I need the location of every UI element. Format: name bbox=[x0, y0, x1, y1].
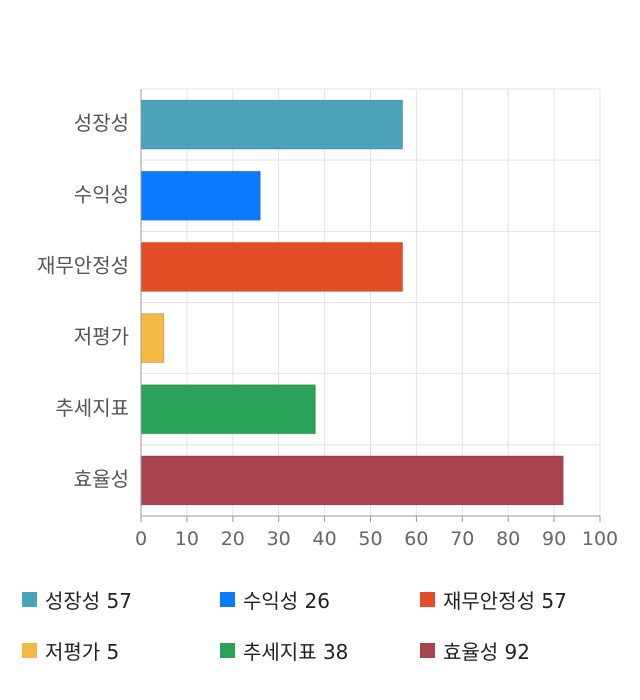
x-tick-label: 30 bbox=[267, 528, 291, 550]
x-tick-label: 50 bbox=[358, 528, 382, 550]
legend-item-trend: 추세지표 38 bbox=[220, 638, 349, 664]
category-label: 추세지표 bbox=[55, 396, 129, 420]
category-label: 재무안정성 bbox=[37, 253, 129, 277]
grid bbox=[140, 88, 601, 517]
legend-label: 효율성 92 bbox=[443, 639, 531, 664]
legend-item-efficiency: 효율성 92 bbox=[420, 638, 531, 664]
x-tick-label: 40 bbox=[313, 528, 337, 550]
legend-swatch bbox=[420, 591, 435, 607]
legend-item-stability: 재무안정성 57 bbox=[420, 587, 567, 613]
legend-item-growth: 성장성 57 bbox=[22, 587, 133, 613]
legend-label: 성장성 57 bbox=[45, 588, 133, 613]
legend-label: 추세지표 38 bbox=[243, 639, 349, 664]
bar-1 bbox=[140, 170, 261, 221]
legend-label: 저평가 5 bbox=[45, 639, 120, 664]
x-tick-label: 90 bbox=[542, 528, 566, 550]
legend-label: 재무안정성 57 bbox=[443, 588, 567, 613]
x-tick-labels: 0 10 20 30 40 50 60 70 80 90 100 bbox=[135, 528, 618, 550]
x-tick-label: 60 bbox=[404, 528, 428, 550]
legend-label: 수익성 26 bbox=[243, 588, 331, 613]
bar-2 bbox=[140, 241, 404, 292]
bar-5 bbox=[140, 455, 564, 506]
x-tick-label: 100 bbox=[582, 528, 618, 550]
category-label: 효율성 bbox=[74, 467, 129, 491]
legend-swatch bbox=[22, 591, 37, 607]
legend-swatch bbox=[420, 642, 435, 658]
x-tick-label: 80 bbox=[496, 528, 520, 550]
legend-item-profitability: 수익성 26 bbox=[220, 587, 331, 613]
bar-0 bbox=[140, 99, 404, 150]
legend-item-undervalued: 저평가 5 bbox=[22, 638, 120, 664]
bars bbox=[140, 99, 564, 506]
category-label: 성장성 bbox=[74, 111, 129, 135]
x-tick-label: 0 bbox=[135, 528, 147, 550]
legend: 성장성 57 수익성 26 재무안정성 57 저평가 5 추세지표 38 효율성… bbox=[0, 580, 640, 680]
bar-4 bbox=[140, 384, 316, 435]
x-tick-label: 70 bbox=[450, 528, 474, 550]
category-label: 수익성 bbox=[74, 182, 129, 206]
category-label: 저평가 bbox=[74, 325, 129, 349]
x-tick-label: 10 bbox=[175, 528, 199, 550]
x-tick-label: 20 bbox=[221, 528, 245, 550]
axes bbox=[140, 89, 601, 522]
legend-swatch bbox=[22, 642, 37, 658]
legend-swatch bbox=[220, 642, 235, 658]
legend-swatch bbox=[220, 591, 235, 607]
bar-3 bbox=[140, 313, 165, 364]
